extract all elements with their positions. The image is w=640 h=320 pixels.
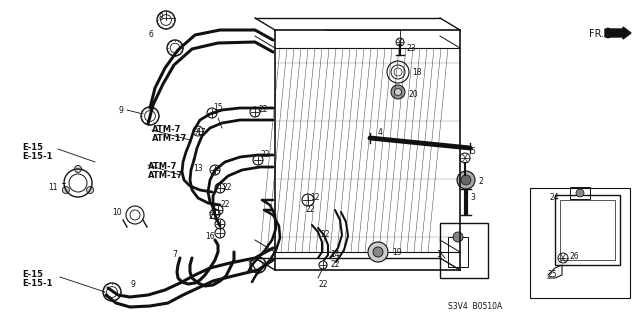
Text: 22: 22	[258, 105, 268, 114]
Text: 7: 7	[172, 250, 177, 259]
Text: 19: 19	[392, 248, 402, 257]
Text: E-15: E-15	[22, 270, 43, 279]
Text: 14: 14	[330, 250, 340, 259]
Circle shape	[74, 165, 81, 172]
Text: E-15: E-15	[22, 143, 43, 152]
Text: 17: 17	[196, 128, 205, 137]
Bar	[448, 237, 468, 267]
Text: 26: 26	[570, 252, 580, 261]
Text: 4: 4	[378, 128, 383, 137]
Text: ATM-7: ATM-7	[148, 162, 177, 171]
Text: 8: 8	[158, 13, 163, 22]
FancyArrow shape	[605, 27, 631, 39]
Bar	[530, 188, 630, 298]
Bar	[560, 200, 615, 260]
Text: 22: 22	[320, 230, 330, 239]
Text: 3: 3	[470, 193, 475, 202]
Text: 21: 21	[208, 212, 218, 221]
Text: 22: 22	[222, 183, 232, 192]
Text: S3V4  B0510A: S3V4 B0510A	[448, 302, 502, 311]
Bar	[440, 223, 488, 278]
Circle shape	[576, 189, 584, 197]
Text: 1: 1	[436, 250, 441, 259]
Text: 13: 13	[193, 164, 203, 173]
Circle shape	[457, 171, 475, 189]
Text: 9: 9	[118, 106, 123, 115]
Text: 15: 15	[213, 103, 223, 112]
Text: 22: 22	[220, 200, 230, 209]
Text: ATM-7: ATM-7	[152, 125, 181, 134]
Text: 22: 22	[318, 280, 328, 289]
Text: E-15-1: E-15-1	[22, 279, 52, 288]
Circle shape	[461, 175, 471, 185]
Circle shape	[373, 247, 383, 257]
Text: 25: 25	[548, 270, 557, 279]
Text: 10: 10	[112, 208, 122, 217]
Bar	[555, 195, 620, 265]
Text: 22: 22	[305, 205, 314, 214]
Bar	[570, 187, 590, 199]
Circle shape	[453, 232, 463, 242]
Text: 8: 8	[249, 257, 253, 266]
Text: ATM-17: ATM-17	[148, 171, 183, 180]
Text: 6: 6	[148, 30, 153, 39]
Text: 2: 2	[478, 177, 483, 186]
Text: 16: 16	[205, 232, 214, 241]
Text: FR.: FR.	[589, 29, 604, 39]
Text: ATM-17: ATM-17	[152, 134, 188, 143]
Circle shape	[368, 242, 388, 262]
Text: 24: 24	[549, 193, 559, 202]
Text: E-15-1: E-15-1	[22, 152, 52, 161]
Text: 5: 5	[470, 147, 475, 156]
Circle shape	[86, 187, 93, 194]
Text: 12: 12	[310, 193, 319, 202]
Text: 11: 11	[48, 183, 58, 192]
Circle shape	[391, 85, 405, 99]
Text: 20: 20	[408, 90, 418, 99]
Text: 18: 18	[412, 68, 422, 77]
Text: 9: 9	[130, 280, 135, 289]
Text: 22: 22	[260, 150, 269, 159]
Text: 23: 23	[406, 44, 415, 53]
Circle shape	[394, 89, 401, 95]
Text: 22: 22	[330, 260, 339, 269]
Circle shape	[62, 187, 69, 194]
